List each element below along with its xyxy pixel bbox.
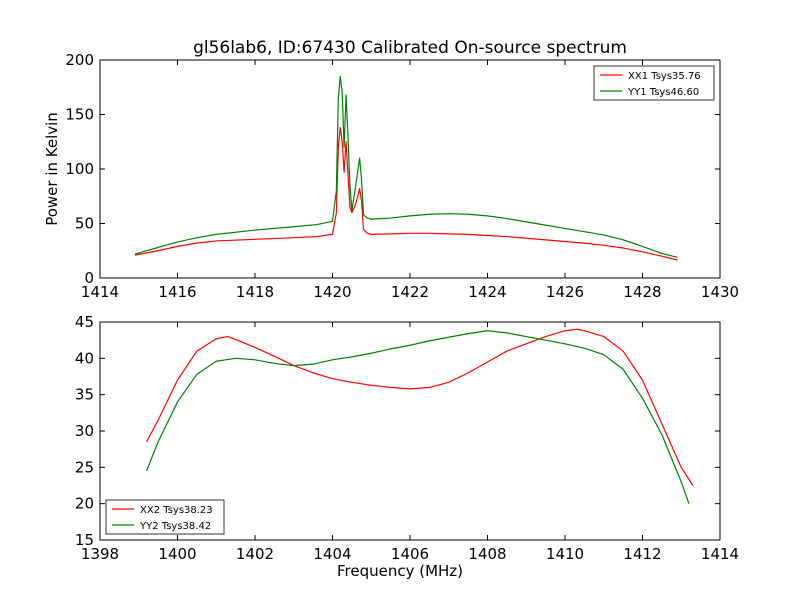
bottom-y-tick-label: 35 <box>75 386 94 404</box>
top-y-tick-label: 150 <box>65 106 94 124</box>
top-y-tick-label: 50 <box>75 215 94 233</box>
top-x-tick-label: 1430 <box>701 283 739 301</box>
figure-title: gl56lab6, ID:67430 Calibrated On-source … <box>193 38 627 58</box>
bottom-y-tick-label: 40 <box>75 349 94 367</box>
top-y-tick-label: 200 <box>65 51 94 69</box>
top-x-tick-label: 1418 <box>236 283 274 301</box>
bottom-y-tick-label: 25 <box>75 458 94 476</box>
bottom-x-tick-label: 1398 <box>81 545 119 563</box>
top-x-tick-label: 1426 <box>546 283 584 301</box>
bottom-x-tick-label: 1406 <box>391 545 429 563</box>
top-legend-box <box>593 65 715 101</box>
bottom-y-tick-label: 30 <box>75 422 94 440</box>
bottom-series-line-1 <box>145 328 694 486</box>
bottom-legend-label-1: XX2 Tsys38.23 <box>140 505 213 516</box>
bottom-y-tick-label: 20 <box>75 495 94 513</box>
top-x-tick-label: 1422 <box>391 283 429 301</box>
bottom-legend: XX2 Tsys38.23 YY2 Tsys38.42 <box>105 499 225 535</box>
top-legend-label-1: XX1 Tsys35.76 <box>628 71 701 82</box>
top-y-axis-label: Power in Kelvin <box>43 112 61 226</box>
top-x-tick-label: 1424 <box>468 283 506 301</box>
bottom-x-tick-label: 1412 <box>623 545 661 563</box>
top-x-tick-label: 1416 <box>158 283 196 301</box>
bottom-y-tick-label: 15 <box>75 531 94 549</box>
bottom-series-line-2 <box>145 330 690 504</box>
top-x-tick-label: 1428 <box>623 283 661 301</box>
bottom-x-axis-label: Frequency (MHz) <box>337 562 463 580</box>
bottom-x-tick-label: 1400 <box>158 545 196 563</box>
top-y-tick-label: 100 <box>65 160 94 178</box>
bottom-y-tick-label: 45 <box>75 313 94 331</box>
bottom-x-tick-label: 1402 <box>236 545 274 563</box>
top-legend: XX1 Tsys35.76 YY1 Tsys46.60 <box>593 65 715 101</box>
bottom-x-tick-label: 1414 <box>701 545 739 563</box>
bottom-x-tick-label: 1410 <box>546 545 584 563</box>
bottom-legend-box <box>105 499 225 535</box>
top-series-line-2 <box>134 75 678 258</box>
bottom-spectrum-panel: 1398 1400 1402 1404 1406 1408 1410 1412 1414 15 20… <box>75 313 739 580</box>
top-legend-label-2: YY1 Tsys46.60 <box>627 87 699 98</box>
top-x-tick-label: 1414 <box>81 283 119 301</box>
bottom-x-tick-label: 1408 <box>468 545 506 563</box>
bottom-legend-label-2: YY2 Tsys38.42 <box>139 521 211 532</box>
top-x-tick-label: 1420 <box>313 283 351 301</box>
top-y-tick-label: 0 <box>84 269 94 287</box>
top-spectrum-panel: 1414 1416 1418 1420 1422 1424 1426 1428 1430 0 50 1… <box>43 51 739 301</box>
top-series-line-1 <box>134 126 678 261</box>
bottom-x-tick-label: 1404 <box>313 545 351 563</box>
